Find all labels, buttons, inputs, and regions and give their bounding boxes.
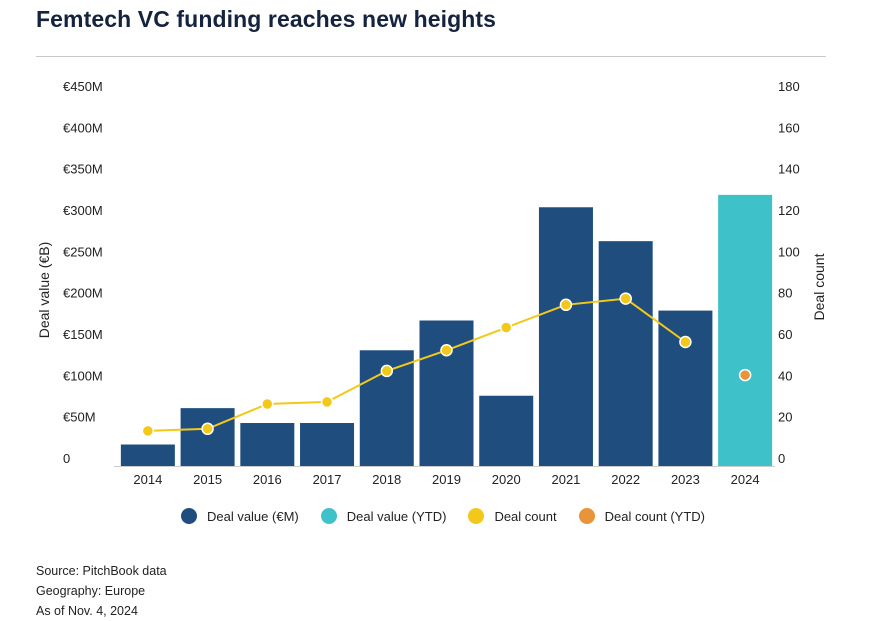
deal-count-point (141, 424, 155, 438)
bar-deal-value (300, 423, 355, 466)
legend-item-deal-count: Deal count (468, 508, 557, 524)
x-tick-label: 2018 (372, 472, 401, 487)
left-tick-label: 0 (63, 451, 70, 466)
y-axis-label-left: Deal value (€B) (36, 242, 52, 339)
bar-deal-value (479, 395, 534, 466)
right-tick-label: 180 (778, 79, 800, 94)
legend-swatch-deal-value-ytd (320, 508, 337, 524)
bar-deal-value (180, 408, 235, 466)
left-tick-label: €50M (63, 410, 96, 425)
bar-deal-value (658, 310, 713, 466)
chart-title: Femtech VC funding reaches new heights (36, 6, 497, 32)
right-tick-label: 80 (778, 286, 792, 301)
deal-count-point (320, 395, 334, 409)
x-tick-label: 2014 (133, 472, 162, 487)
x-tick-label: 2015 (193, 472, 222, 487)
x-tick-label: 2016 (253, 472, 282, 487)
right-tick-label: 40 (778, 368, 792, 383)
right-tick-label: 140 (778, 162, 800, 177)
deal-count-point (261, 397, 274, 411)
legend-label-deal-value-ytd: Deal value (YTD) (346, 508, 447, 524)
x-tick-label: 2017 (313, 472, 342, 487)
deal-count-point (380, 364, 394, 378)
left-tick-label: €200M (63, 286, 103, 301)
legend-label-deal-count: Deal count (494, 508, 557, 524)
deal-count-ytd-point (738, 368, 752, 382)
right-tick-label: 60 (778, 327, 792, 342)
source-note: Source: PitchBook data (36, 564, 167, 578)
bar-deal-value (598, 241, 653, 466)
left-tick-label: €400M (63, 120, 103, 135)
x-tick-label: 2021 (551, 472, 580, 487)
as-of-note: As of Nov. 4, 2024 (36, 604, 138, 618)
bar-deal-value (120, 444, 175, 466)
deal-count-point (499, 321, 513, 334)
right-axis-ticks: 0 20 40 60 80 100 120 140 160 180 (778, 79, 800, 466)
x-tick-label: 2022 (611, 472, 640, 487)
legend-swatch-deal-count-ytd (578, 508, 595, 524)
left-tick-label: €150M (63, 327, 103, 342)
right-tick-label: 100 (778, 244, 800, 259)
deal-count-point (619, 292, 632, 305)
right-tick-label: 160 (778, 120, 800, 135)
bars (120, 194, 773, 466)
left-tick-label: €250M (63, 244, 103, 259)
bar-deal-value (240, 423, 295, 466)
deal-count-point (440, 344, 453, 357)
legend-item-deal-value-ytd: Deal value (YTD) (320, 508, 447, 524)
bar-deal-value-ytd (718, 194, 773, 466)
left-tick-label: €300M (63, 203, 103, 218)
geography-note: Geography: Europe (36, 584, 146, 598)
y-axis-label-right: Deal count (811, 253, 827, 320)
x-axis-ticks: 2014 2015 2016 2017 2018 2019 2020 2021 2022 2023… (133, 472, 759, 487)
x-tick-label: 2019 (432, 472, 461, 487)
x-tick-label: 2020 (492, 472, 521, 487)
bar-deal-value (538, 207, 593, 466)
legend-swatch-deal-value (180, 508, 197, 524)
right-tick-label: 0 (778, 451, 785, 466)
legend-item-deal-value: Deal value (€M) (180, 508, 299, 524)
left-tick-label: €450M (63, 79, 103, 94)
footnotes: Source: PitchBook data Geography: Europe… (36, 561, 167, 621)
x-tick-label: 2023 (671, 472, 700, 487)
legend-label-deal-count-ytd: Deal count (YTD) (604, 508, 706, 524)
legend-swatch-deal-count (468, 508, 485, 524)
legend-label-deal-value: Deal value (€M) (206, 508, 299, 524)
deal-count-point (679, 335, 692, 349)
right-tick-label: 120 (778, 203, 800, 218)
deal-count-point (201, 422, 214, 436)
x-tick-label: 2024 (731, 472, 760, 487)
deal-count-point (559, 298, 573, 312)
right-tick-label: 20 (778, 410, 792, 425)
deal-count-line-layer (141, 292, 752, 438)
deal-count-line (147, 297, 686, 432)
title-divider (36, 56, 826, 57)
legend-item-deal-count-ytd: Deal count (YTD) (578, 508, 706, 524)
left-axis-ticks: 0 €50M €100M €150M €200M €250M €300M €350M €400M… (63, 79, 103, 466)
chart-canvas: 0 €50M €100M €150M €200M €250M €300M €350M €400M… (36, 79, 827, 487)
legend: Deal value (€M) Deal value (YTD) Deal co… (0, 508, 886, 524)
left-tick-label: €350M (63, 162, 103, 177)
left-tick-label: €100M (63, 368, 103, 383)
